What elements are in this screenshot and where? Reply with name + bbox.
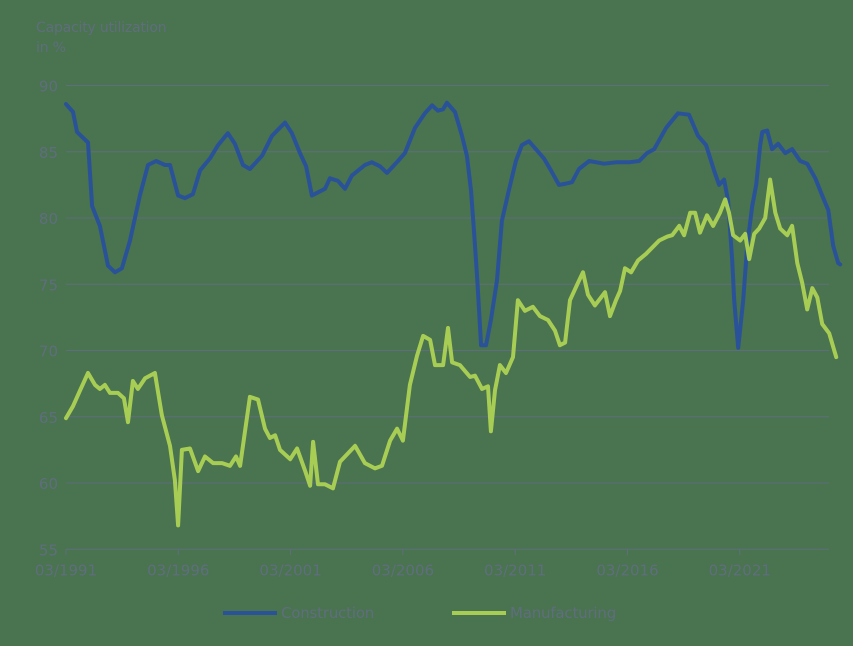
y-tick-label: 65 bbox=[39, 409, 58, 427]
gridlines bbox=[66, 85, 829, 550]
y-axis-title-line-2: in % bbox=[36, 40, 66, 56]
y-tick-label: 80 bbox=[39, 210, 58, 228]
y-axis-ticks: 90 85 80 75 70 65 60 55 bbox=[39, 78, 58, 560]
series-line-construction bbox=[64, 100, 843, 350]
x-tick-label: 03/2021 bbox=[709, 561, 771, 579]
legend-label-construction: Construction bbox=[281, 604, 375, 622]
construction-swatch-icon bbox=[223, 611, 277, 615]
y-tick-label: 85 bbox=[39, 144, 58, 162]
x-tick-label: 03/1996 bbox=[147, 561, 209, 579]
y-tick-label: 70 bbox=[39, 343, 58, 361]
x-tick-label: 03/2006 bbox=[372, 561, 434, 579]
x-tick-label: 03/2011 bbox=[484, 561, 546, 579]
legend-label-manufacturing: Manufacturing bbox=[510, 604, 617, 622]
x-axis: 03/1991 03/1996 03/2001 03/2006 03/2011 03/20… bbox=[35, 549, 771, 579]
legend-item-manufacturing: Manufacturing bbox=[452, 602, 616, 624]
legend-item-construction: Construction bbox=[223, 602, 374, 624]
x-tick-label: 03/2016 bbox=[596, 561, 658, 579]
y-tick-label: 75 bbox=[39, 276, 58, 294]
data-series bbox=[64, 100, 843, 528]
x-tick-label: 03/1991 bbox=[35, 561, 97, 579]
y-axis-title-line-1: Capacity utilization bbox=[36, 20, 167, 36]
y-tick-label: 60 bbox=[39, 475, 58, 493]
legend: Construction Manufacturing bbox=[0, 602, 853, 626]
y-tick-label: 90 bbox=[39, 78, 58, 96]
y-axis-title: Capacity utilization in % bbox=[36, 18, 167, 58]
x-tick-label: 03/2001 bbox=[259, 561, 321, 579]
series-line-manufacturing bbox=[64, 177, 839, 528]
manufacturing-swatch-icon bbox=[452, 611, 506, 615]
y-tick-label: 55 bbox=[39, 541, 58, 559]
